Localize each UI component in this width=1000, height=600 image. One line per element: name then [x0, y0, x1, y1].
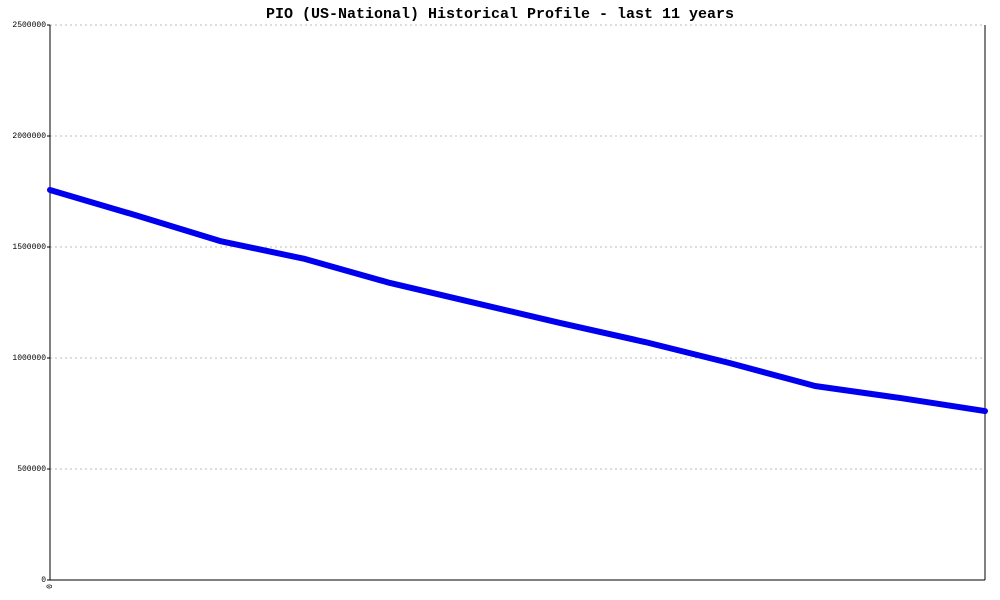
y-tick-label: 1500000: [12, 243, 46, 252]
y-tick-label: 500000: [17, 465, 46, 474]
data-line: [47, 186, 988, 415]
x-tick-label: 0: [46, 584, 55, 589]
chart-title: PIO (US-National) Historical Profile - l…: [266, 6, 734, 23]
y-tick-label: 2000000: [12, 132, 46, 141]
y-tick-label: 2500000: [12, 21, 46, 30]
y-tick-label: 1000000: [12, 354, 46, 363]
y-tick-label: 0: [41, 576, 46, 585]
